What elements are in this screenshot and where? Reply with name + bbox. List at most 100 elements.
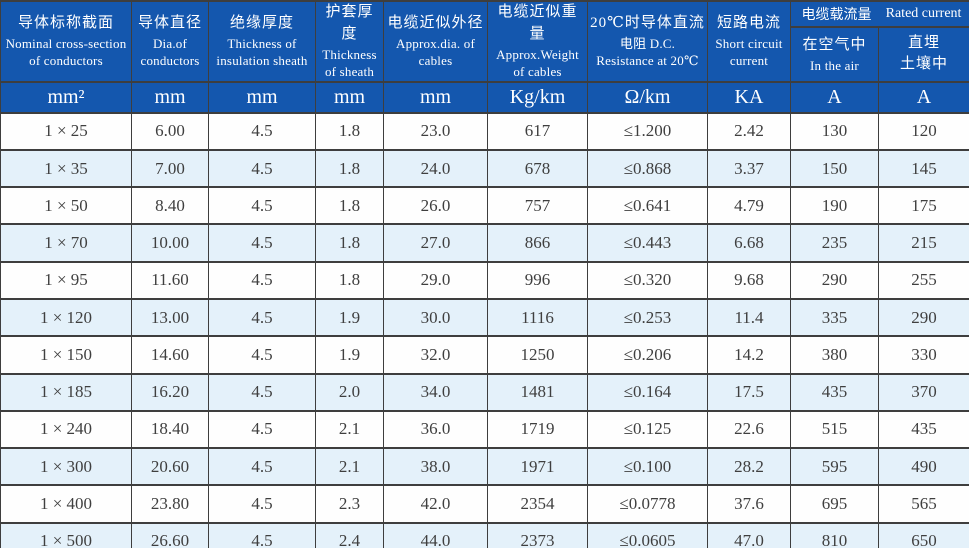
table-cell: 290: [790, 260, 879, 301]
unit-cell: mm: [383, 80, 488, 114]
table-cell: 42.0: [383, 484, 488, 524]
column-header-rated-current-group: 电缆载流量 Rated current: [789, 0, 969, 29]
header-label-en: Resistance at 20℃: [596, 53, 699, 69]
table-row: 1 × 185 16.20 4.5 2.0 34.0 1481 ≤0.164 17.5 435 3…: [0, 372, 969, 412]
table-cell: 435: [790, 372, 879, 412]
header-label-en: Nominal cross-section: [5, 35, 127, 51]
table-cell: 4.5: [208, 260, 316, 301]
table-cell: ≤0.868: [587, 148, 708, 189]
header-label-en: insulation sheath: [216, 53, 308, 69]
column-header-dc-resistance: 20℃时导体直流 电阻 D.C. Resistance at 20℃: [587, 0, 708, 83]
column-header-short-circuit-current: 短路电流 Short circuit current: [707, 0, 791, 83]
header-label-zh: 电缆近似外径: [387, 14, 484, 31]
table-cell: ≤0.443: [587, 223, 708, 263]
table-cell: ≤0.320: [587, 260, 708, 301]
table-cell: 1 × 50: [0, 186, 132, 226]
table-cell: 27.0: [383, 223, 488, 263]
table-cell: 30.0: [383, 297, 488, 338]
group-label-zh: 电缆载流量: [801, 8, 872, 24]
table-row: 1 × 50 8.40 4.5 1.8 26.0 757 ≤0.641 4.79 190 175: [0, 186, 969, 226]
header-label-zh: 导体标称截面: [17, 14, 114, 31]
table-cell: 996: [487, 260, 588, 301]
table-cell: ≤0.641: [587, 186, 708, 226]
header-label-zh: 电缆近似重量: [497, 4, 578, 42]
table-cell: 4.5: [208, 335, 316, 375]
table-cell: 290: [877, 297, 969, 338]
table-cell: 4.5: [208, 484, 316, 524]
column-header-nominal-cross-section: 导体标称截面 Nominal cross-section of conducto…: [0, 0, 132, 83]
header-label-en: of conductors: [29, 53, 103, 69]
table-cell: 1 × 95: [0, 260, 132, 301]
table-cell: ≤0.125: [587, 409, 708, 450]
table-cell: 1 × 500: [0, 521, 132, 548]
header-label-en: Thickness of: [227, 35, 297, 51]
group-label-en: Rated current: [885, 6, 962, 22]
header-label-en: In the air: [810, 57, 859, 73]
header-label-en: Thickness: [322, 46, 377, 62]
table-header: 导体标称截面 Nominal cross-section of conducto…: [0, 0, 969, 114]
table-cell: 13.00: [131, 297, 209, 338]
table-cell: 4.5: [208, 372, 316, 412]
table-cell: 47.0: [707, 521, 791, 548]
table-cell: 17.5: [707, 372, 791, 412]
header-label-zh: 直埋: [908, 34, 941, 51]
unit-cell: mm²: [0, 80, 132, 114]
table-cell: 1 × 35: [0, 148, 132, 189]
table-row: 1 × 240 18.40 4.5 2.1 36.0 1719 ≤0.125 22.6 515 4…: [0, 409, 969, 450]
table-cell: 757: [487, 186, 588, 226]
header-label-en: Dia.of: [152, 35, 188, 51]
column-header-buried-in-soil: 直埋 土壤中: [877, 26, 969, 83]
header-label-en: Approx.dia. of: [396, 35, 475, 51]
table-cell: ≤0.206: [587, 335, 708, 375]
table-cell: 1 × 150: [0, 335, 132, 375]
table-cell: 2.0: [315, 372, 384, 412]
table-cell: 29.0: [383, 260, 488, 301]
table-cell: 11.60: [131, 260, 209, 301]
header-label-en: conductors: [140, 53, 200, 69]
table-cell: 10.00: [131, 223, 209, 263]
table-cell: 1.8: [315, 111, 384, 151]
column-header-sheath-thickness: 护套厚度 Thickness of sheath: [315, 0, 384, 83]
table-cell: 1116: [487, 297, 588, 338]
table-cell: 4.5: [208, 223, 316, 263]
table-cell: 1481: [487, 372, 588, 412]
table-row: 1 × 35 7.00 4.5 1.8 24.0 678 ≤0.868 3.37 150 145: [0, 148, 969, 189]
header-label-zh: 在空气中: [802, 36, 867, 53]
header-label-zh: 土壤中: [900, 56, 949, 73]
table-cell: ≤0.0605: [587, 521, 708, 548]
table-cell: ≤0.164: [587, 372, 708, 412]
header-row-main: 导体标称截面 Nominal cross-section of conducto…: [0, 0, 969, 83]
header-row-sub: 在空气中 In the air 直埋 土壤中: [1, 26, 969, 83]
column-header-in-the-air: 在空气中 In the air: [790, 26, 879, 83]
column-header-insulation-thickness: 绝缘厚度 Thickness of insulation sheath: [208, 0, 316, 83]
table-cell: 2.4: [315, 521, 384, 548]
table-cell: 24.0: [383, 148, 488, 189]
table-cell: 34.0: [383, 372, 488, 412]
table-body: 1 × 25 6.00 4.5 1.8 23.0 617 ≤1.200 2.42 130 120 1…: [0, 111, 969, 548]
table-cell: 1 × 120: [0, 297, 132, 338]
table-cell: ≤0.100: [587, 447, 708, 487]
table-cell: 1.9: [315, 335, 384, 375]
unit-cell: A: [790, 80, 879, 114]
table-cell: 9.68: [707, 260, 791, 301]
table-cell: 23.80: [131, 484, 209, 524]
table-cell: 3.37: [707, 148, 791, 189]
table-cell: 120: [877, 111, 969, 151]
header-row-units: mm² mm mm mm mm Kg/km Ω/km KA A A: [0, 80, 969, 114]
table-cell: 4.5: [208, 521, 316, 548]
table-cell: 866: [487, 223, 588, 263]
table-cell: 1 × 240: [0, 409, 132, 450]
header-label-zh: 导体直径: [137, 14, 202, 31]
table-cell: 20.60: [131, 447, 209, 487]
table-cell: 380: [790, 335, 879, 375]
table-cell: 4.5: [208, 447, 316, 487]
header-label-zh: 20℃时导体直流: [590, 14, 705, 31]
unit-cell: Kg/km: [487, 80, 588, 114]
table-cell: 16.20: [131, 372, 209, 412]
table-cell: 1 × 400: [0, 484, 132, 524]
header-label-en: 电阻 D.C.: [619, 35, 676, 51]
table-cell: 26.60: [131, 521, 209, 548]
table-cell: 145: [877, 148, 969, 189]
table-cell: 255: [877, 260, 969, 301]
